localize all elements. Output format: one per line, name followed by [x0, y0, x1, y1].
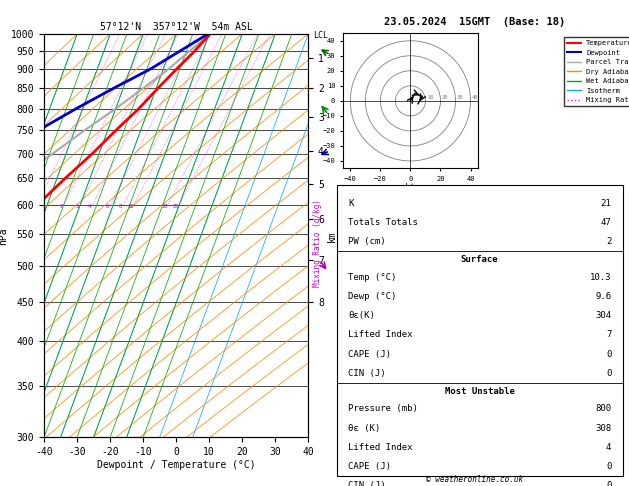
- Text: 23.05.2024  15GMT  (Base: 18): 23.05.2024 15GMT (Base: 18): [384, 17, 565, 27]
- Text: CIN (J): CIN (J): [348, 482, 386, 486]
- Text: 8: 8: [119, 204, 122, 209]
- Text: 0: 0: [606, 462, 611, 471]
- Text: Surface: Surface: [461, 255, 498, 264]
- Text: 47: 47: [601, 218, 611, 227]
- Text: 25: 25: [172, 204, 179, 209]
- Text: 304: 304: [595, 311, 611, 320]
- Text: PW (cm): PW (cm): [348, 237, 386, 246]
- Text: 2: 2: [59, 204, 62, 209]
- Text: 20: 20: [442, 95, 448, 100]
- Text: 6: 6: [106, 204, 109, 209]
- Text: 0: 0: [606, 349, 611, 359]
- Text: 9.6: 9.6: [595, 292, 611, 301]
- X-axis label: Dewpoint / Temperature (°C): Dewpoint / Temperature (°C): [97, 460, 255, 470]
- Text: Pressure (mb): Pressure (mb): [348, 404, 418, 414]
- X-axis label: kt: kt: [406, 184, 415, 192]
- Text: 0: 0: [606, 482, 611, 486]
- Text: 7: 7: [606, 330, 611, 339]
- Text: 2: 2: [606, 237, 611, 246]
- Y-axis label: km
ASL: km ASL: [326, 227, 348, 244]
- Text: 4: 4: [606, 443, 611, 452]
- Text: 4: 4: [88, 204, 91, 209]
- Text: 20: 20: [161, 204, 168, 209]
- Legend: Temperature, Dewpoint, Parcel Trajectory, Dry Adiabat, Wet Adiabat, Isotherm, Mi: Temperature, Dewpoint, Parcel Trajectory…: [564, 37, 629, 106]
- Text: CAPE (J): CAPE (J): [348, 349, 391, 359]
- Text: Most Unstable: Most Unstable: [445, 387, 515, 396]
- Title: 57°12'N  357°12'W  54m ASL: 57°12'N 357°12'W 54m ASL: [100, 22, 252, 32]
- Text: θε(K): θε(K): [348, 311, 375, 320]
- Text: 10: 10: [128, 204, 134, 209]
- Text: K: K: [348, 199, 353, 208]
- Y-axis label: hPa: hPa: [0, 227, 8, 244]
- Text: Totals Totals: Totals Totals: [348, 218, 418, 227]
- Text: Dewp (°C): Dewp (°C): [348, 292, 396, 301]
- Text: 800: 800: [595, 404, 611, 414]
- Text: © weatheronline.co.uk: © weatheronline.co.uk: [426, 474, 523, 484]
- Text: 0: 0: [606, 369, 611, 378]
- Text: 3: 3: [76, 204, 79, 209]
- Text: 10: 10: [427, 95, 433, 100]
- Text: θε (K): θε (K): [348, 424, 380, 433]
- Text: LCL: LCL: [313, 31, 328, 40]
- Text: CAPE (J): CAPE (J): [348, 462, 391, 471]
- Text: 30: 30: [457, 95, 464, 100]
- Text: 21: 21: [601, 199, 611, 208]
- Text: 40: 40: [472, 95, 479, 100]
- Text: 10.3: 10.3: [590, 273, 611, 282]
- Text: 308: 308: [595, 424, 611, 433]
- Text: Lifted Index: Lifted Index: [348, 330, 413, 339]
- Text: Lifted Index: Lifted Index: [348, 443, 413, 452]
- Text: Mixing Ratio (g/kg): Mixing Ratio (g/kg): [313, 199, 322, 287]
- Text: Temp (°C): Temp (°C): [348, 273, 396, 282]
- Text: CIN (J): CIN (J): [348, 369, 386, 378]
